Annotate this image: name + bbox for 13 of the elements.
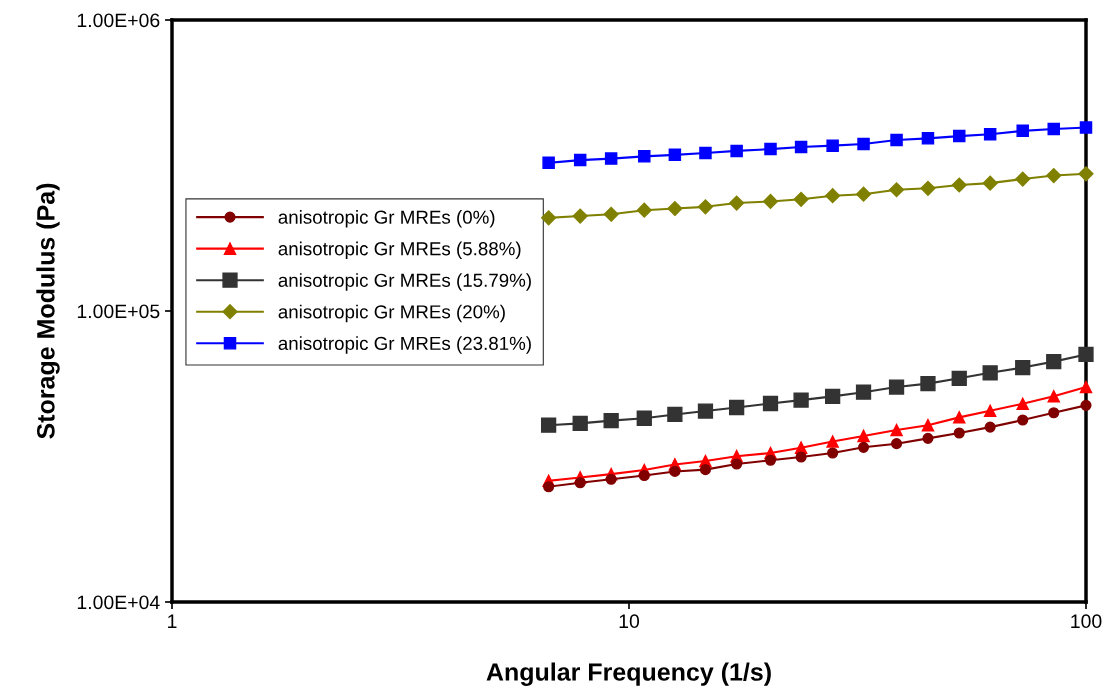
legend-label: anisotropic Gr MREs (0%) [278,210,495,228]
x-tick-label: 100 [1071,614,1102,629]
y-tick-label: 1.00E+05 [77,304,160,319]
legend-label: anisotropic Gr MREs (23.81%) [278,336,531,354]
legend-label: anisotropic Gr MREs (5.88%) [278,241,521,260]
x-axis-title: Angular Frequency (1/s) [486,662,771,686]
legend-label: anisotropic Gr MREs (15.79%) [278,273,531,291]
x-tick-label: 1 [168,614,177,628]
legend-label: anisotropic Gr MREs (20%) [278,304,505,323]
x-tick-label: 10 [619,614,640,629]
y-tick-label: 1.00E+06 [77,13,160,28]
y-axis-title: Storage Modulus (Pa) [36,183,60,439]
y-tick-label: 1.00E+04 [77,595,160,610]
